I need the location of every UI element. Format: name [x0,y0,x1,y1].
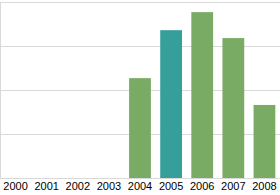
grid-line [0,2,280,3]
x-tick-label: 2006 [190,180,214,192]
bar [222,38,244,178]
x-tick-label: 2002 [66,180,90,192]
y-tick [0,2,280,3]
x-tick-label: 2008 [252,180,276,192]
x-tick: 2005 [159,178,183,192]
x-tick-label: 2000 [3,180,27,192]
bar [129,78,151,178]
y-axis [0,3,280,179]
x-tick: 2007 [221,178,245,192]
plot: 2000 2001 2002 2003 2004 2005 2006 2007 2008 [0,3,280,192]
x-tick: 2003 [97,178,121,192]
x-tick: 2006 [190,178,214,192]
x-tick-label: 2001 [34,180,58,192]
x-tick-label: 2007 [221,180,245,192]
x-tick-label: 2003 [97,180,121,192]
x-tick: 2004 [128,178,152,192]
x-tick-label: 2004 [128,180,152,192]
x-tick: 2001 [34,178,58,192]
bars [129,12,275,178]
bar [191,12,213,178]
bar [254,105,276,178]
bar [160,30,182,178]
x-tick: 2000 [3,178,27,192]
x-tick-label: 2005 [159,180,183,192]
chart: 2000 2001 2002 2003 2004 2005 2006 2007 2008 [0,0,280,195]
x-tick: 2008 [252,178,276,192]
x-axis: 2000 2001 2002 2003 2004 2005 2006 2007 2008 [1,178,280,192]
y-axis-line [1,3,280,179]
x-tick: 2002 [66,178,90,192]
